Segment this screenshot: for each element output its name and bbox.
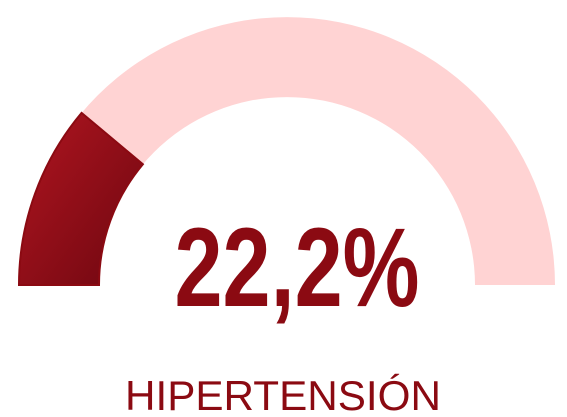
gauge-track — [19, 17, 555, 285]
chart-title: HIPERTENSIÓN — [125, 372, 441, 417]
gauge — [17, 17, 555, 286]
gauge-value — [17, 111, 145, 286]
value-label: 22,2% — [175, 205, 420, 330]
